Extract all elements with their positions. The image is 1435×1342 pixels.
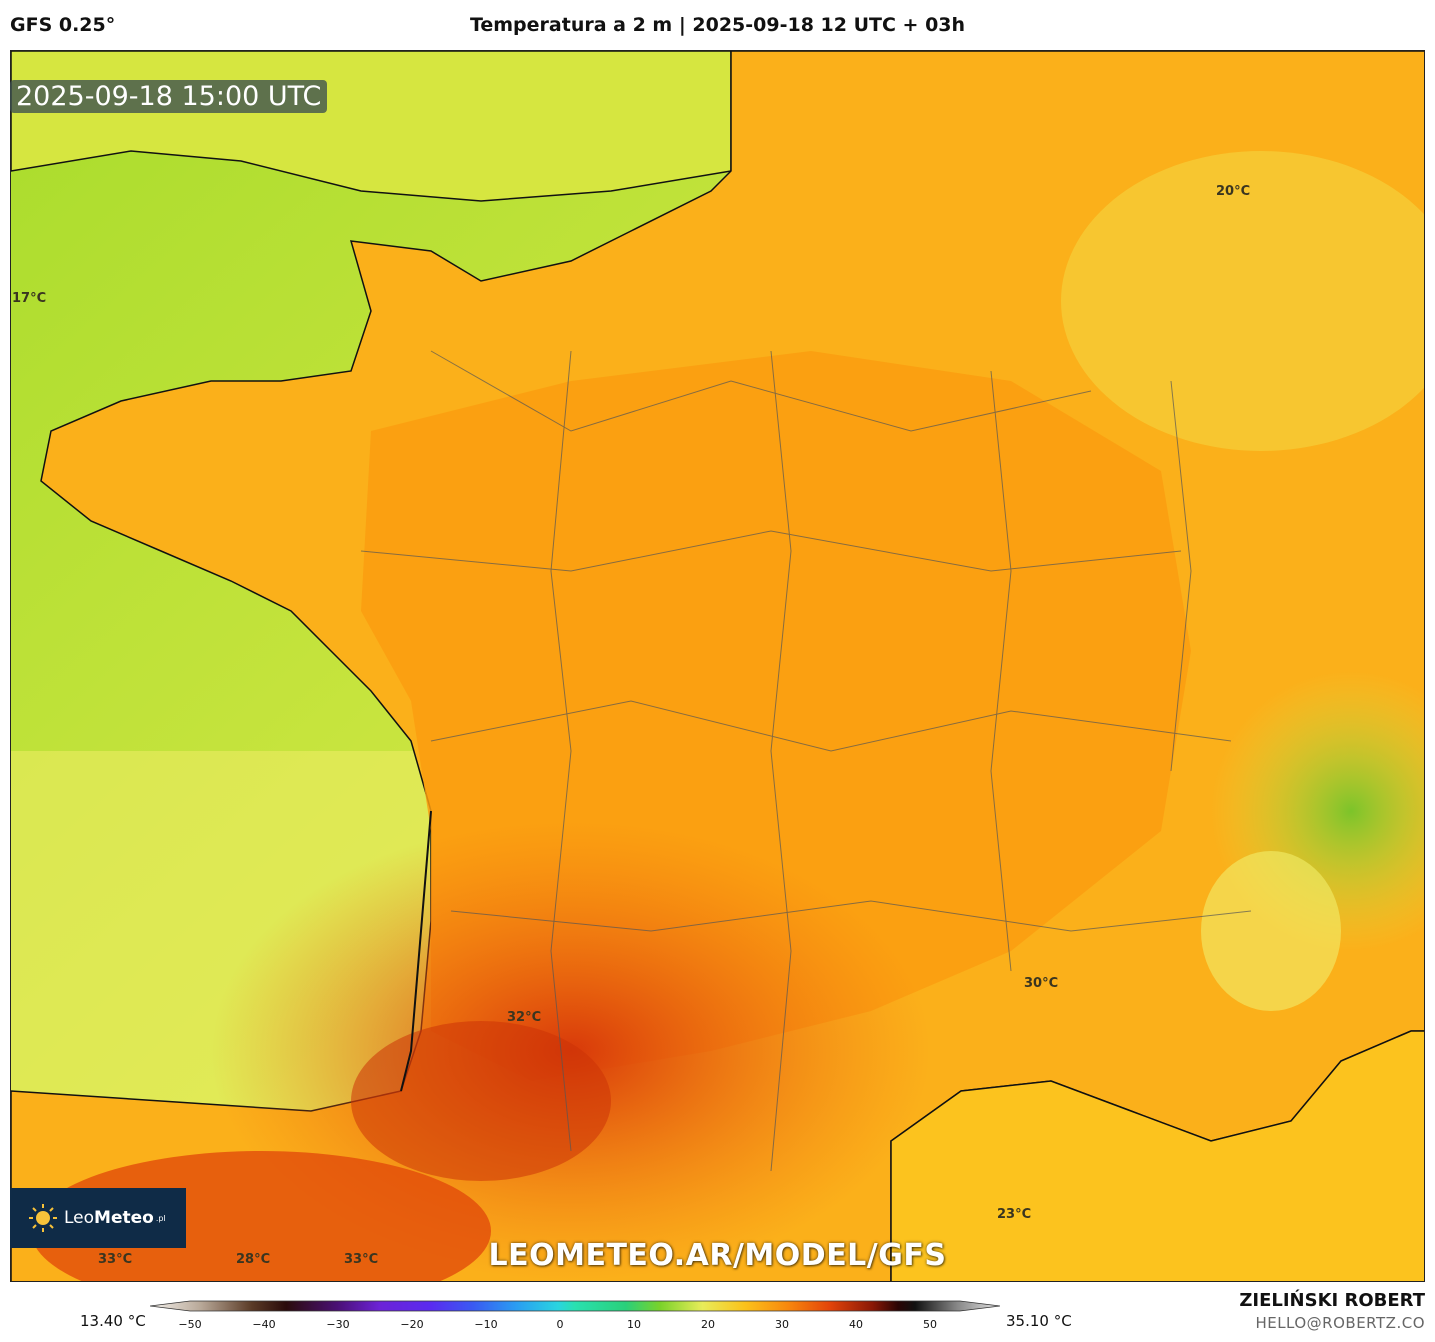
colorbar-tick: −30 [326,1318,349,1331]
author-email[interactable]: HELLO@ROBERTZ.CO [1255,1314,1425,1332]
colorbar-tick: 0 [557,1318,564,1331]
colorbar-tick: 40 [849,1318,863,1331]
colorbar-tick: −50 [178,1318,201,1331]
temp-label-17: 17°C [12,291,47,306]
author-name: ZIELIŃSKI ROBERT [1239,1290,1425,1311]
atlantic-coastline [400,810,432,1092]
spain-hot-zone [31,1151,491,1281]
colorbar-tick: −40 [252,1318,275,1331]
sun-icon [29,1204,57,1232]
temp-label-28: 28°C [236,1252,271,1267]
colorbar-bar [149,1300,1001,1312]
temperature-map[interactable] [10,50,1425,1282]
temp-label-20: 20°C [1216,184,1251,199]
northeast-cool-zone [1061,151,1424,451]
colorbar: −50 −40 −30 −20 −10 0 10 20 30 40 50 [149,1298,1001,1338]
alps-yellow-zone [1201,851,1341,1011]
model-label: GFS 0.25° [10,14,116,36]
colorbar-tick: 10 [627,1318,641,1331]
logo-suffix: .pl [155,1213,166,1223]
temp-label-30: 30°C [1024,976,1059,991]
colorbar-max-label: 35.10 °C [1006,1312,1072,1330]
colorbar-tick: 30 [775,1318,789,1331]
watermark-url: LEOMETEO.AR/MODEL/GFS [488,1238,947,1273]
colorbar-svg: −50 −40 −30 −20 −10 0 10 20 30 40 50 [149,1300,1001,1331]
landes-hotspot [351,1021,611,1181]
colorbar-min-label: 13.40 °C [80,1312,146,1330]
colorbar-tick: −20 [400,1318,423,1331]
colorbar-tick: 50 [923,1318,937,1331]
mediterranean-sea [890,1030,1424,1281]
colorbar-tick: 20 [701,1318,715,1331]
temp-label-33-east: 33°C [344,1252,379,1267]
colorbar-tick: −10 [474,1318,497,1331]
map-title: Temperatura a 2 m | 2025-09-18 12 UTC + … [469,14,966,36]
leometeo-logo[interactable]: LeoMeteo .pl [10,1188,186,1248]
logo-text: LeoMeteo [64,1208,154,1228]
temp-label-32: 32°C [507,1010,542,1025]
timestamp-badge: 2025-09-18 15:00 UTC [10,80,328,113]
map-canvas [11,51,1424,1281]
department-borders [360,350,1252,1172]
temp-label-33-west: 33°C [98,1252,133,1267]
temp-label-23: 23°C [997,1207,1032,1222]
